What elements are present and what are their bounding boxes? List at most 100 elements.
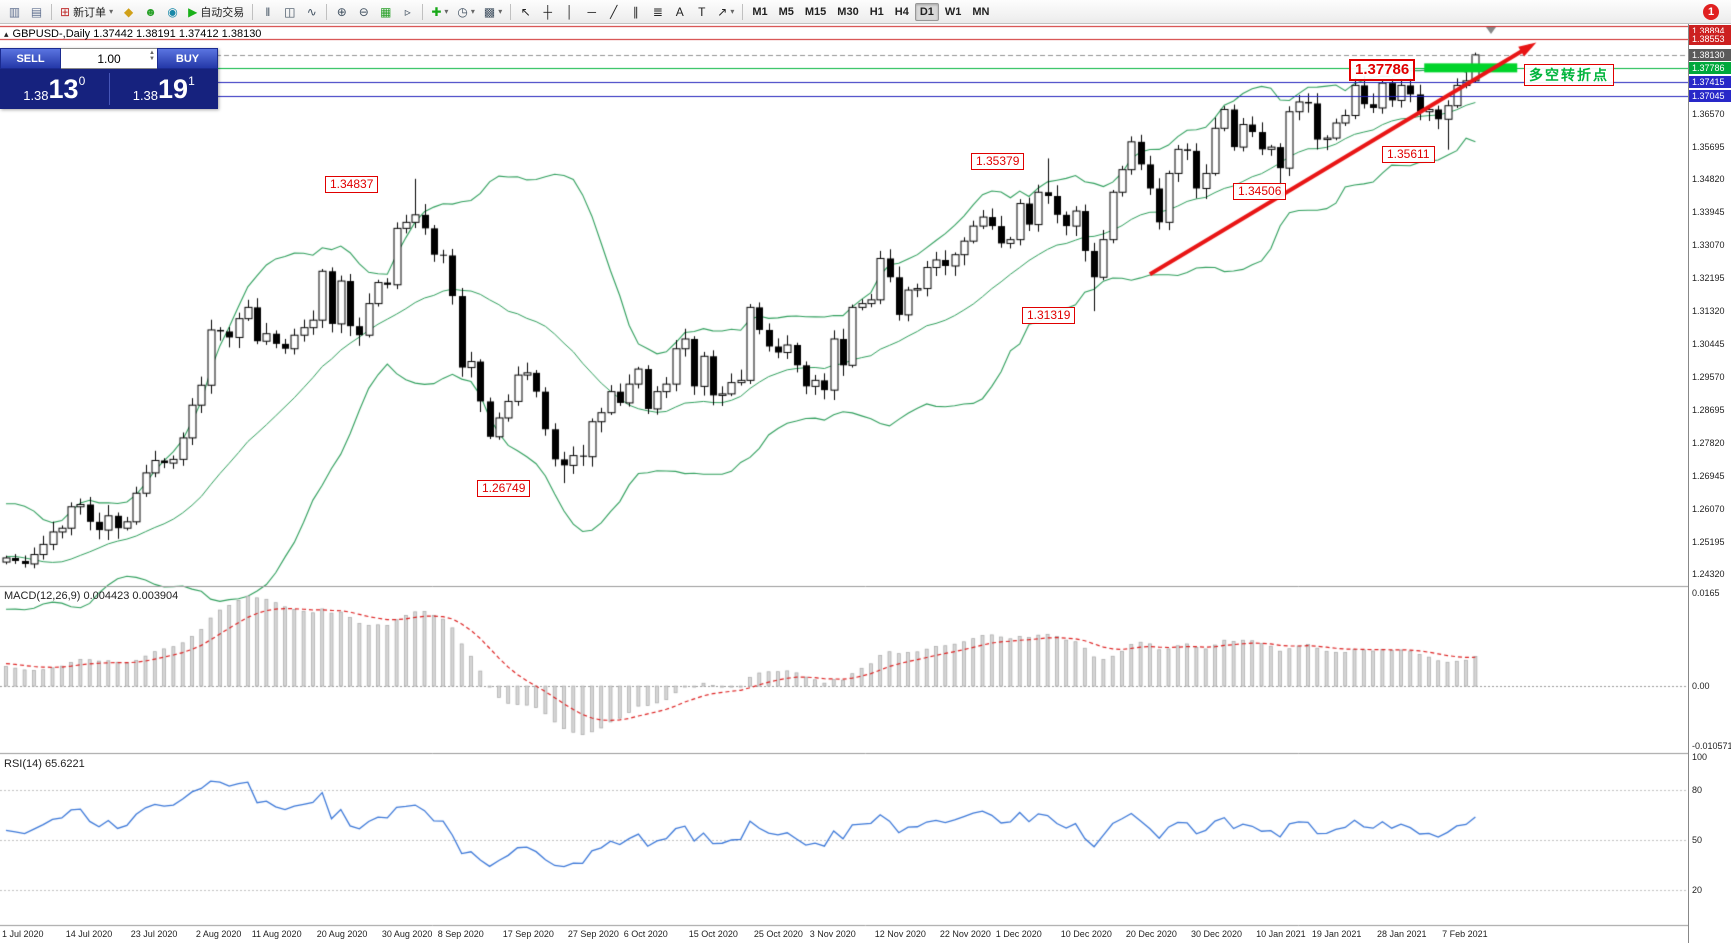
time-axis-label: 15 Oct 2020: [688, 929, 738, 939]
time-axis-label: 28 Jan 2021: [1377, 929, 1427, 939]
price-annotation[interactable]: 1.35379: [971, 153, 1025, 170]
cursor-icon: ↖: [520, 4, 531, 19]
equidistant-channel-button[interactable]: ∥: [625, 2, 646, 22]
rsi-scale-label: 50: [1692, 835, 1703, 845]
price-scale-label: 1.32195: [1692, 273, 1725, 284]
price-annotation[interactable]: 1.26749: [477, 480, 531, 497]
rsi-scale-label: 100: [1692, 752, 1708, 762]
buy-button[interactable]: BUY: [157, 48, 218, 69]
time-axis-label: 3 Nov 2020: [809, 929, 856, 939]
time-axis-label: 22 Nov 2020: [939, 929, 991, 939]
price-annotation[interactable]: 多空转折点: [1524, 64, 1614, 86]
price-annotation[interactable]: 1.34506: [1233, 183, 1287, 200]
bar-chart-button[interactable]: ‖: [257, 2, 278, 22]
timeframe-m30[interactable]: M30: [832, 3, 863, 21]
macd-scale-label: 0.0165: [1692, 587, 1720, 598]
timeframe-m1[interactable]: M1: [747, 3, 772, 21]
volume-stepper[interactable]: ▲ ▼: [149, 50, 155, 62]
price-scale-tag: 1.37786: [1689, 61, 1731, 74]
price-scale[interactable]: 1.36570 1.35695 1.34820 1.33945 1.33070 1.321…: [1688, 24, 1731, 943]
fibonacci-icon: ≣: [652, 4, 663, 19]
time-axis-label: 19 Jan 2021: [1311, 929, 1362, 939]
zoom-out-button[interactable]: ⊖: [353, 2, 374, 22]
sell-price-prefix: 1.38: [23, 88, 49, 103]
horizontal-line-button[interactable]: ─: [581, 2, 602, 22]
symbol-marker-icon: ▴: [4, 28, 9, 39]
profiles-button[interactable]: ▤: [26, 2, 47, 22]
time-axis-label: 2 Aug 2020: [195, 929, 242, 939]
buy-price[interactable]: 1.38 19 1: [110, 69, 219, 109]
symbols-icon: ◆: [123, 4, 134, 19]
price-annotation[interactable]: 1.35611: [1382, 146, 1435, 163]
text-button[interactable]: A: [669, 2, 690, 22]
rsi-scale-label: 20: [1692, 884, 1703, 895]
sell-price-big: 13: [48, 74, 79, 104]
text-label-icon: T: [698, 4, 706, 19]
community-button[interactable]: ◉: [162, 2, 183, 22]
buy-price-big: 19: [158, 74, 189, 104]
price-scale-label: 1.28695: [1692, 404, 1725, 415]
candlestick-chart-button[interactable]: ◫: [279, 2, 300, 22]
autotrading-button[interactable]: ▶ 自动交易: [184, 2, 248, 22]
text-icon: A: [675, 4, 684, 19]
text-label-button[interactable]: T: [691, 2, 712, 22]
chart-shift-button[interactable]: ▹: [397, 2, 418, 22]
periods-button[interactable]: ◷ ▾: [453, 2, 479, 22]
timeframe-h1-label: H1: [869, 5, 884, 18]
volume-field[interactable]: 1.00 ▲ ▼: [61, 48, 157, 69]
toolbar-separator: [326, 3, 328, 20]
crosshair-button[interactable]: ┼: [537, 2, 558, 22]
new-chart-icon: ▥: [8, 4, 21, 19]
new-chart-button[interactable]: ▥: [4, 2, 25, 22]
timeframe-w1[interactable]: W1: [940, 3, 967, 21]
rsi-scale-label: 80: [1692, 785, 1703, 796]
timeframe-m15[interactable]: M15: [800, 3, 831, 21]
timeframe-m5-label: M5: [778, 5, 794, 18]
arrows-button[interactable]: ↗ ▾: [713, 2, 738, 22]
profiles-icon: ▤: [30, 4, 43, 19]
equidistant-channel-icon: ∥: [632, 4, 639, 19]
templates-button[interactable]: ▩ ▾: [480, 2, 506, 22]
fibonacci-button[interactable]: ≣: [647, 2, 668, 22]
trendline-button[interactable]: ╱: [603, 2, 624, 22]
timeframe-h1[interactable]: H1: [865, 3, 889, 21]
price-scale-tag: 1.37045: [1689, 89, 1731, 102]
timeframe-m5[interactable]: M5: [774, 3, 799, 21]
notification-badge[interactable]: 1: [1703, 3, 1719, 20]
market-watch-button[interactable]: ☻: [140, 2, 161, 22]
timeframe-m30-label: M30: [837, 5, 859, 18]
periods-caret-icon: ▾: [470, 7, 475, 16]
zoom-in-button[interactable]: ⊕: [331, 2, 352, 22]
sell-price[interactable]: 1.38 13 0: [0, 69, 109, 109]
price-scale-label: 1.33070: [1692, 240, 1725, 251]
sell-button[interactable]: SELL: [0, 48, 61, 69]
new-order-button[interactable]: ⊞ 新订单 ▾: [56, 2, 117, 22]
vertical-line-button[interactable]: │: [559, 2, 580, 22]
candlestick-chart-icon: ◫: [284, 4, 296, 19]
symbols-button[interactable]: ◆: [118, 2, 139, 22]
periods-icon: ◷: [457, 4, 468, 19]
time-axis[interactable]: 1 Jul 2020 14 Jul 2020 23 Jul 2020 2 Aug 20…: [0, 926, 1688, 943]
cursor-button[interactable]: ↖: [515, 2, 536, 22]
time-axis-label: 14 Jul 2020: [65, 929, 113, 939]
toolbar-separator: [422, 3, 424, 20]
market-watch-icon: ☻: [144, 4, 157, 19]
tile-windows-button[interactable]: ▦: [375, 2, 396, 22]
chart-shift-icon: ▹: [404, 4, 411, 19]
volume-down-icon[interactable]: ▼: [149, 56, 155, 62]
timeframe-mn[interactable]: MN: [967, 3, 994, 21]
price-annotation[interactable]: 1.31319: [1022, 307, 1076, 324]
timeframe-h4[interactable]: H4: [890, 3, 914, 21]
price-annotation[interactable]: 1.34837: [325, 176, 379, 193]
vertical-line-icon: │: [566, 4, 574, 19]
price-annotation[interactable]: 1.37786: [1349, 59, 1416, 81]
line-chart-button[interactable]: ∿: [301, 2, 322, 22]
time-axis-label: 30 Aug 2020: [381, 929, 433, 939]
price-scale-label: 1.29570: [1692, 371, 1725, 382]
trade-panel-controls: SELL 1.00 ▲ ▼ BUY: [0, 48, 218, 69]
indicators-add-button[interactable]: ✚ ▾: [427, 2, 452, 22]
timeframe-d1[interactable]: D1: [914, 2, 939, 21]
volume-up-icon[interactable]: ▲: [149, 50, 155, 56]
